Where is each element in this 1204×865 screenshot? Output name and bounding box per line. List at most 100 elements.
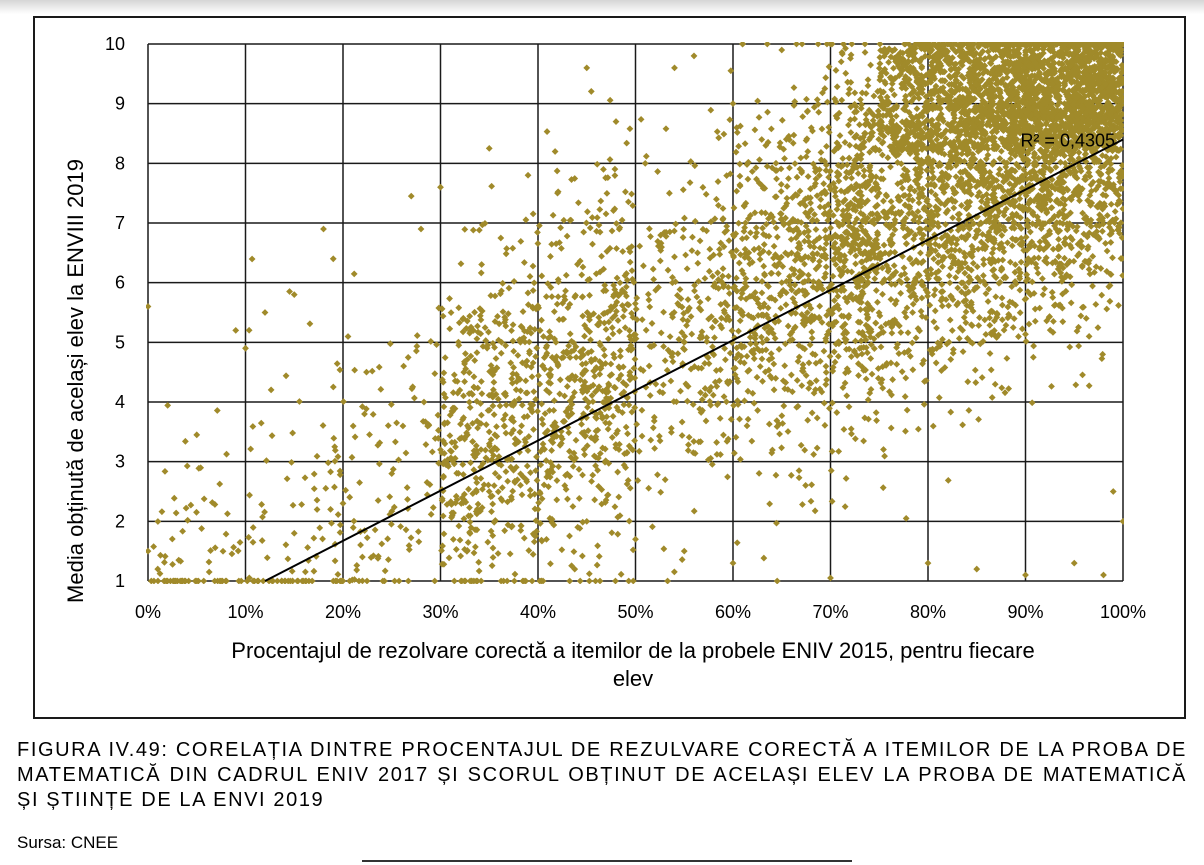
data-point (1076, 197, 1083, 205)
data-point (998, 294, 1006, 302)
data-point (538, 415, 546, 423)
data-point (534, 240, 542, 247)
data-point (557, 224, 565, 232)
data-point (1094, 324, 1102, 332)
data-point (395, 577, 403, 584)
data-point (267, 386, 275, 394)
data-point (1030, 342, 1038, 350)
data-point (452, 546, 460, 553)
data-point (1085, 332, 1093, 340)
data-point (682, 251, 690, 259)
data-point (247, 445, 255, 453)
data-point (603, 189, 611, 197)
data-point (550, 308, 558, 316)
data-point (614, 468, 622, 476)
data-point (820, 399, 828, 407)
data-point (1017, 258, 1025, 266)
data-point (282, 372, 290, 380)
data-point (785, 175, 792, 182)
data-point (649, 265, 657, 273)
data-point (864, 76, 872, 84)
data-point (713, 128, 721, 135)
data-point (972, 379, 980, 386)
data-point (978, 374, 986, 381)
data-point (327, 505, 334, 513)
data-point (200, 495, 208, 503)
data-point (216, 480, 224, 488)
data-point (654, 168, 662, 175)
data-point (842, 475, 850, 482)
data-point (553, 167, 561, 175)
data-point (429, 504, 437, 511)
data-point (464, 539, 472, 546)
data-point (554, 293, 562, 301)
data-point (661, 357, 669, 365)
data-point (720, 130, 728, 138)
data-point (812, 226, 820, 233)
data-point (1035, 254, 1042, 262)
data-point (820, 180, 828, 188)
data-point (939, 263, 946, 270)
data-point (168, 535, 176, 543)
data-point (724, 473, 731, 481)
data-point (488, 182, 496, 190)
data-point (815, 108, 823, 116)
data-point (440, 369, 448, 377)
data-point (804, 416, 812, 424)
data-point (811, 211, 818, 218)
data-point (1115, 302, 1122, 309)
data-point (930, 318, 938, 326)
data-point (805, 359, 813, 367)
data-point (867, 61, 874, 69)
data-point (649, 523, 656, 531)
data-point (684, 296, 692, 303)
data-point (497, 234, 505, 242)
data-point (860, 172, 868, 180)
data-point (714, 269, 722, 277)
data-point (837, 58, 845, 66)
data-point (773, 175, 780, 183)
data-point (759, 377, 766, 385)
data-point (726, 116, 734, 124)
data-point (778, 444, 785, 452)
data-point (289, 501, 297, 509)
data-point (743, 422, 751, 430)
data-point (310, 470, 318, 478)
data-point (935, 394, 943, 402)
data-point (638, 432, 646, 440)
data-point (530, 426, 537, 433)
data-point (758, 289, 766, 297)
data-point (795, 474, 803, 482)
data-point (945, 302, 952, 309)
data-point (414, 528, 422, 536)
data-point (690, 507, 698, 515)
data-point (503, 245, 511, 252)
data-point (571, 389, 578, 396)
data-point (720, 431, 727, 439)
data-point (822, 74, 830, 82)
data-point (992, 293, 1000, 301)
data-point (1059, 318, 1067, 326)
data-point (327, 468, 334, 476)
data-point (522, 377, 530, 385)
data-point (741, 397, 748, 405)
data-point (790, 131, 798, 139)
data-point (461, 378, 468, 385)
data-point (1092, 300, 1100, 308)
data-point (455, 522, 463, 530)
data-point (584, 208, 591, 216)
data-point (834, 353, 842, 360)
data-point (1085, 382, 1093, 390)
data-point (400, 362, 408, 370)
data-point (386, 340, 394, 348)
data-point (736, 415, 743, 423)
data-point (431, 370, 439, 377)
data-point (656, 257, 664, 265)
data-point (510, 277, 518, 285)
data-point (557, 245, 565, 252)
data-point (856, 121, 863, 129)
data-point (608, 227, 616, 235)
data-point (822, 362, 830, 370)
data-point (857, 306, 864, 314)
data-point (840, 425, 848, 433)
